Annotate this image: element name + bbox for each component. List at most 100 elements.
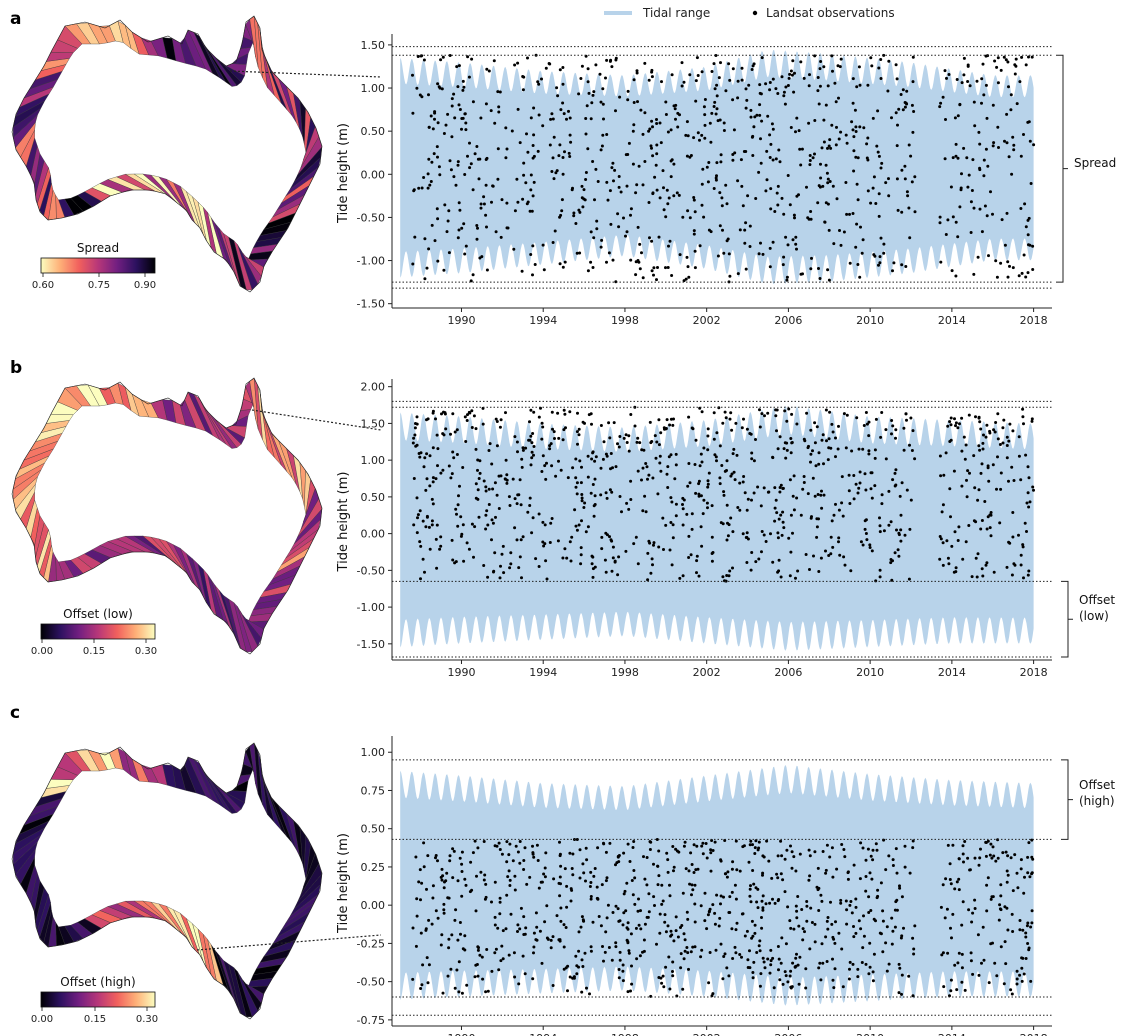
observation-point [501,544,505,548]
observation-point [415,422,419,426]
observation-point [664,266,667,270]
observation-point [861,846,865,850]
observation-point [640,478,643,482]
observation-point [561,265,565,269]
observation-point [966,185,970,189]
observation-point [453,986,457,990]
observation-point [641,276,645,280]
observation-point [764,902,768,906]
observation-point [910,180,914,184]
observation-point [751,134,755,138]
colorbar-tick-label: 0.15 [83,646,105,657]
observation-point [462,222,466,226]
observation-point [957,888,961,892]
observation-point [513,497,517,501]
observation-point [943,157,947,161]
observation-point [589,881,593,884]
observation-point [575,528,579,532]
observation-point [776,203,780,207]
observation-point [1005,906,1009,910]
observation-point [757,944,761,948]
observation-point [621,969,625,973]
observation-point [719,61,722,65]
coastline-outline [11,15,323,293]
observation-point [890,116,893,120]
observation-point [532,410,536,414]
observation-point [964,443,968,447]
observation-point [502,571,506,575]
observation-point [451,876,455,880]
x-tick-label: 2010 [856,1032,884,1036]
observation-point [981,62,985,66]
observation-point [941,95,945,99]
observation-point [744,106,748,110]
observation-point [963,988,967,992]
observation-point [794,242,798,246]
observation-point [902,448,906,452]
observation-point [415,914,419,918]
observation-point [482,202,486,206]
observation-point [681,891,685,895]
observation-point [436,859,439,863]
observation-point [411,977,415,981]
observation-point [626,990,630,994]
observation-point [1016,886,1020,890]
observation-point [750,68,754,71]
observation-point [985,909,989,913]
observation-point [650,146,653,150]
observation-point [939,101,943,105]
y-tick-label: -0.50 [357,564,385,577]
observation-point [999,894,1003,898]
observation-point [467,75,471,79]
observation-point [430,497,434,501]
observation-point [1026,491,1030,495]
observation-point [819,60,823,63]
observation-point [591,93,595,97]
observation-point [956,156,960,160]
observation-point [788,203,792,207]
observation-point [901,88,905,92]
observation-point [1005,444,1009,447]
observation-point [790,850,794,854]
observation-point [414,444,418,448]
observation-point [729,516,733,520]
observation-point [956,426,960,430]
observation-point [1029,979,1033,983]
observation-point [845,922,849,926]
observation-point [903,177,907,181]
observation-point [696,867,700,871]
observation-point [610,166,614,170]
observation-point [450,97,454,101]
observation-point [530,450,534,454]
observation-point [629,213,632,217]
observation-point [813,441,817,445]
observation-point [578,848,582,852]
observation-point [861,946,865,950]
observation-point [758,103,762,107]
observation-point [694,99,698,103]
observation-point [777,558,781,562]
observation-point [522,915,526,919]
observation-point [605,533,609,537]
observation-point [781,520,785,524]
observation-point [674,929,678,933]
observation-point [941,563,945,567]
observation-point [435,523,439,527]
observation-point [1010,465,1014,469]
observation-point [995,487,998,491]
observation-point [643,877,647,881]
observation-point [991,845,995,849]
observation-point [858,481,862,485]
observation-point [487,503,491,506]
observation-point [648,840,652,844]
observation-point [555,914,559,918]
observation-point [884,457,888,461]
observation-point [894,847,898,851]
observation-point [513,526,517,530]
observation-point [624,433,628,437]
observation-point [630,982,634,986]
observation-point [852,169,856,173]
observation-point [668,883,671,887]
observation-point [741,845,745,849]
observation-point [870,496,874,500]
